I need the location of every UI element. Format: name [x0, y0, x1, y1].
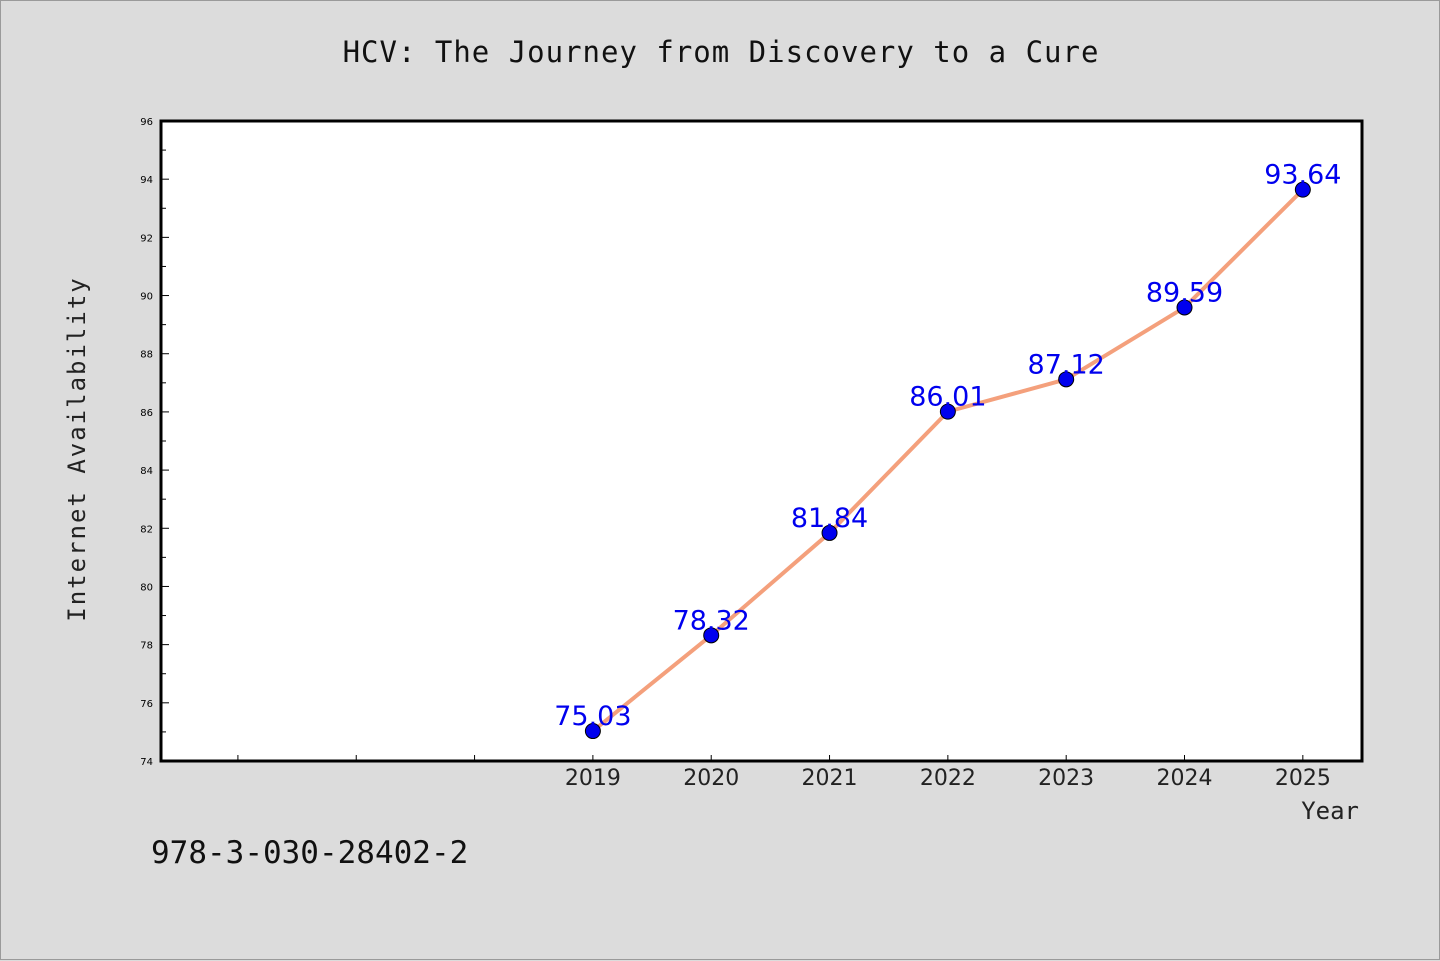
data-label: 78.32: [673, 605, 750, 636]
x-tick-label: 2021: [802, 766, 858, 791]
data-point: [1058, 371, 1075, 388]
data-label: 89.59: [1146, 277, 1223, 308]
y-tick-label: 96: [140, 117, 153, 128]
data-point: [703, 627, 720, 644]
y-tick-label: 82: [140, 524, 153, 535]
data-label: 87.12: [1028, 349, 1105, 380]
data-point: [939, 403, 956, 420]
y-tick-label: 92: [140, 233, 153, 244]
data-label: 81.84: [791, 503, 868, 534]
x-tick-label: 2025: [1275, 766, 1331, 791]
series-group: 75.03 78.32 81.84 86.01 87.12 89.59 93.64: [554, 160, 1341, 740]
x-tick-label: 2024: [1157, 766, 1213, 791]
y-tick-label: 94: [140, 175, 153, 186]
x-tick-label: 2023: [1038, 766, 1094, 791]
x-axis: 2019 2020 2021 2022 2023 2024 2025: [237, 755, 1331, 791]
y-tick-label: 84: [140, 466, 153, 477]
x-tick-label: 2022: [920, 766, 976, 791]
data-label: 86.01: [909, 382, 986, 413]
x-tick-label: 2019: [565, 766, 621, 791]
y-tick-label: 76: [140, 699, 153, 710]
y-tick-label: 74: [140, 757, 153, 768]
plot-area: [159, 119, 1364, 763]
y-axis: 74 76 78 80 82 84 86 88 90 92 94 96: [140, 117, 169, 768]
data-label: 93.64: [1264, 160, 1341, 191]
data-label: 75.03: [554, 701, 631, 732]
y-tick-label: 80: [140, 582, 153, 593]
data-point: [584, 723, 601, 740]
y-tick-label: 90: [140, 292, 153, 303]
x-axis-label: Year: [1301, 797, 1359, 825]
y-tick-label: 86: [140, 408, 153, 419]
data-point: [1294, 181, 1311, 198]
chart-title: HCV: The Journey from Discovery to a Cur…: [342, 35, 1100, 69]
data-point: [821, 524, 838, 541]
x-tick-label: 2020: [683, 766, 739, 791]
footnote: 978-3-030-28402-2: [151, 835, 469, 871]
data-point: [1176, 299, 1193, 316]
y-tick-label: 88: [140, 350, 153, 361]
y-tick-label: 78: [140, 641, 153, 652]
